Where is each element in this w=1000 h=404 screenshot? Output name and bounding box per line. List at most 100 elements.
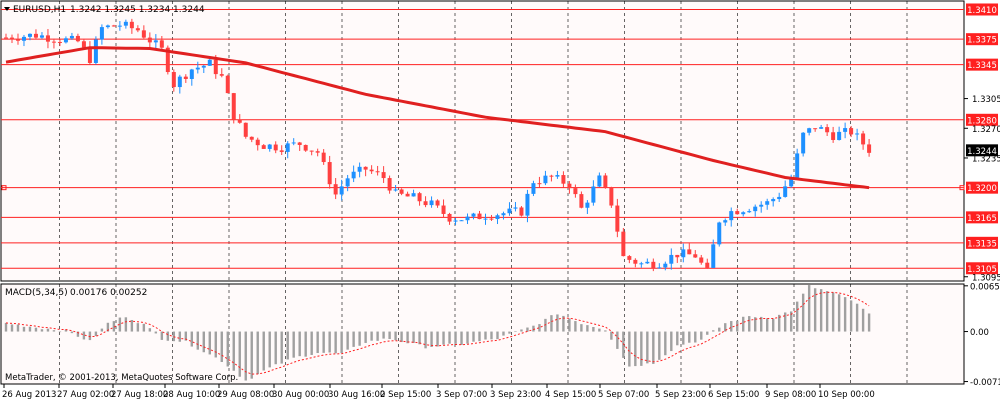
- macd-bar-27: [166, 331, 170, 341]
- candle-body-97: [585, 202, 590, 208]
- macd-bar-46: [280, 331, 283, 364]
- candle-body-42: [255, 139, 260, 146]
- candle-body-51: [309, 150, 314, 152]
- macd-plot-area[interactable]: [0, 283, 965, 385]
- macd-bar-35: [214, 331, 217, 358]
- macd-bar-50: [304, 331, 307, 357]
- macd-bar-85: [514, 331, 517, 332]
- level-tag-label-3: 1.3280: [967, 116, 997, 126]
- macd-bar-9: [58, 331, 62, 333]
- candle-body-91: [549, 175, 554, 177]
- candle-body-17: [105, 25, 110, 28]
- candle-body-33: [201, 65, 206, 68]
- macd-bar-125: [754, 317, 757, 332]
- macd-bar-8: [52, 330, 56, 332]
- candle-body-109: [657, 267, 662, 269]
- candle-body-95: [573, 188, 578, 195]
- macd-bar-43: [262, 331, 265, 371]
- copyright-text: MetaTrader, © 2001-2013, MetaQuotes Soft…: [5, 373, 238, 383]
- macd-bar-76: [460, 331, 463, 345]
- candle-body-65: [393, 189, 398, 191]
- moving-average-line: [5, 46, 870, 190]
- candle-body-94: [567, 183, 572, 189]
- candle-body-46: [279, 150, 284, 152]
- macd-bar-98: [592, 327, 595, 332]
- macd-y-tick-label-0: 0.00654: [970, 282, 1000, 292]
- candle-body-107: [645, 261, 650, 264]
- candle-body-24: [147, 37, 152, 43]
- x-tick-label-5: 30 Aug 00:00: [272, 390, 329, 400]
- moving-average-group: [5, 46, 870, 190]
- window-menu-arrow-icon[interactable]: [4, 7, 10, 11]
- candle-body-60: [363, 166, 368, 170]
- candle-body-58: [351, 171, 356, 179]
- candle-body-18: [111, 25, 116, 27]
- level-marker-right: [959, 185, 965, 191]
- macd-bar-134: [807, 285, 811, 332]
- macd-bar-118: [712, 330, 715, 332]
- macd-bar-53: [322, 331, 325, 353]
- macd-bar-58: [352, 331, 355, 347]
- macd-bar-16: [100, 328, 104, 332]
- macd-bar-14: [88, 331, 92, 341]
- level-tag-2: [966, 58, 998, 71]
- candle-body-144: [867, 144, 872, 153]
- macd-bar-127: [766, 318, 769, 332]
- level-tag-label-1: 1.3375: [967, 36, 997, 46]
- main-plot-area[interactable]: [0, 0, 965, 282]
- x-tick-label-13: 6 Sep 15:00: [708, 390, 759, 400]
- macd-bar-44: [268, 331, 271, 368]
- candle-body-31: [189, 69, 194, 79]
- macd-bar-74: [448, 331, 451, 344]
- candle-body-36: [219, 74, 224, 76]
- candle-body-62: [375, 171, 380, 173]
- x-tick-label-10: 4 Sep 15:00: [545, 390, 596, 400]
- candle-body-110: [663, 263, 668, 268]
- macd-group: [4, 285, 871, 381]
- candle-body-56: [339, 186, 344, 195]
- macd-bar-133: [801, 293, 805, 332]
- candle-body-87: [525, 193, 530, 216]
- candle-body-89: [537, 183, 542, 185]
- macd-bar-70: [424, 331, 427, 349]
- level-tag-1: [966, 33, 998, 46]
- macd-bar-121: [730, 321, 733, 332]
- macd-bar-57: [346, 331, 349, 350]
- candle-body-139: [837, 131, 842, 140]
- macd-bar-109: [658, 331, 661, 360]
- candle-body-105: [633, 259, 638, 264]
- candle-body-136: [819, 127, 824, 129]
- macd-bar-4: [28, 326, 32, 332]
- candle-body-80: [483, 218, 488, 220]
- macd-bar-88: [532, 325, 535, 332]
- macd-bar-77: [466, 331, 469, 344]
- candle-body-102: [615, 205, 620, 232]
- candle-body-123: [741, 212, 746, 215]
- candle-body-78: [471, 213, 476, 217]
- candle-body-138: [831, 132, 836, 140]
- macd-bar-78: [472, 331, 475, 342]
- macd-bar-5: [34, 327, 38, 332]
- macd-bar-20: [124, 317, 128, 332]
- macd-bar-75: [454, 331, 457, 344]
- x-tick-label-15: 10 Sep 00:00: [818, 390, 875, 400]
- candle-body-21: [129, 21, 134, 29]
- candle-body-131: [789, 177, 794, 187]
- candle-body-122: [735, 211, 740, 215]
- macd-bar-1: [10, 324, 14, 332]
- macd-bar-111: [670, 331, 673, 352]
- macd-bar-73: [442, 331, 445, 345]
- level-tag-4: [966, 181, 998, 194]
- level-tag-0: [966, 3, 998, 16]
- macd-bar-139: [837, 294, 841, 332]
- level-tag-label-5: 1.3165: [967, 214, 997, 224]
- candle-body-43: [261, 145, 266, 149]
- macd-bar-131: [789, 311, 793, 332]
- macd-bar-59: [358, 331, 361, 346]
- macd-bar-91: [550, 315, 553, 332]
- candle-body-141: [849, 128, 854, 135]
- macd-bar-87: [526, 327, 529, 332]
- macd-bar-101: [610, 331, 613, 340]
